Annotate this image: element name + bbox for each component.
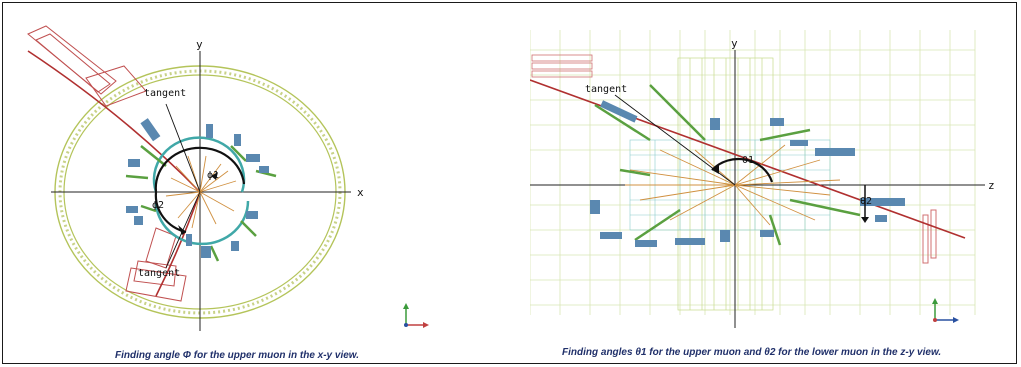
muon-chamber-lower bbox=[125, 227, 187, 302]
track-bundle bbox=[165, 155, 237, 229]
tangent-label-bottom: tangent bbox=[138, 268, 180, 279]
phi2-arc bbox=[154, 191, 187, 234]
tangent-label-zy: tangent bbox=[585, 84, 627, 95]
xy-view-panel: x y bbox=[6, 6, 506, 336]
blue-hits bbox=[126, 118, 269, 258]
green-hits-zy bbox=[594, 84, 861, 246]
muon-chamber-left bbox=[531, 54, 593, 78]
phi1-label: ϕ1 bbox=[207, 170, 219, 181]
theta2-label: θ2 bbox=[860, 196, 872, 207]
z-axis-label: z bbox=[988, 179, 995, 192]
tracker-ring-upper bbox=[152, 136, 246, 193]
theta1-arrowhead bbox=[712, 164, 719, 174]
phi1-arc bbox=[154, 146, 246, 193]
phi2-arrowhead bbox=[178, 225, 186, 235]
green-hits bbox=[125, 145, 277, 262]
phi2-label: ϕ2 bbox=[152, 200, 164, 211]
y-axis-label: y bbox=[196, 38, 203, 51]
muon-track bbox=[27, 50, 201, 297]
muon-chamber-upper bbox=[27, 25, 147, 107]
axes-gizmo-zy bbox=[932, 298, 959, 323]
theta1-arc bbox=[711, 157, 774, 183]
axes-gizmo bbox=[403, 303, 429, 328]
phi1-arrowhead bbox=[211, 172, 218, 180]
tangent-label-top: tangent bbox=[144, 88, 186, 99]
detector-grid bbox=[529, 30, 976, 315]
theta2-arrowhead bbox=[861, 217, 869, 223]
x-axis-label: x bbox=[357, 186, 364, 199]
xy-view-diagram: x y bbox=[27, 25, 429, 331]
y-axis-label-zy: y bbox=[731, 37, 738, 50]
zy-view-panel: z y bbox=[529, 30, 1016, 330]
caption-xy-view: Finding angle Φ for the upper muon in th… bbox=[115, 350, 359, 361]
tracker-ring-lower bbox=[154, 200, 250, 246]
muon-chamber-right bbox=[922, 209, 937, 264]
zy-view-diagram: z y bbox=[529, 30, 995, 328]
tangent-line-upper bbox=[165, 103, 201, 193]
theta1-label: θ1 bbox=[742, 155, 754, 166]
caption-zy-view: Finding angles θ1 for the upper muon and… bbox=[562, 347, 942, 358]
blue-hits-zy bbox=[590, 100, 905, 247]
track-bundle-zy bbox=[625, 144, 841, 226]
